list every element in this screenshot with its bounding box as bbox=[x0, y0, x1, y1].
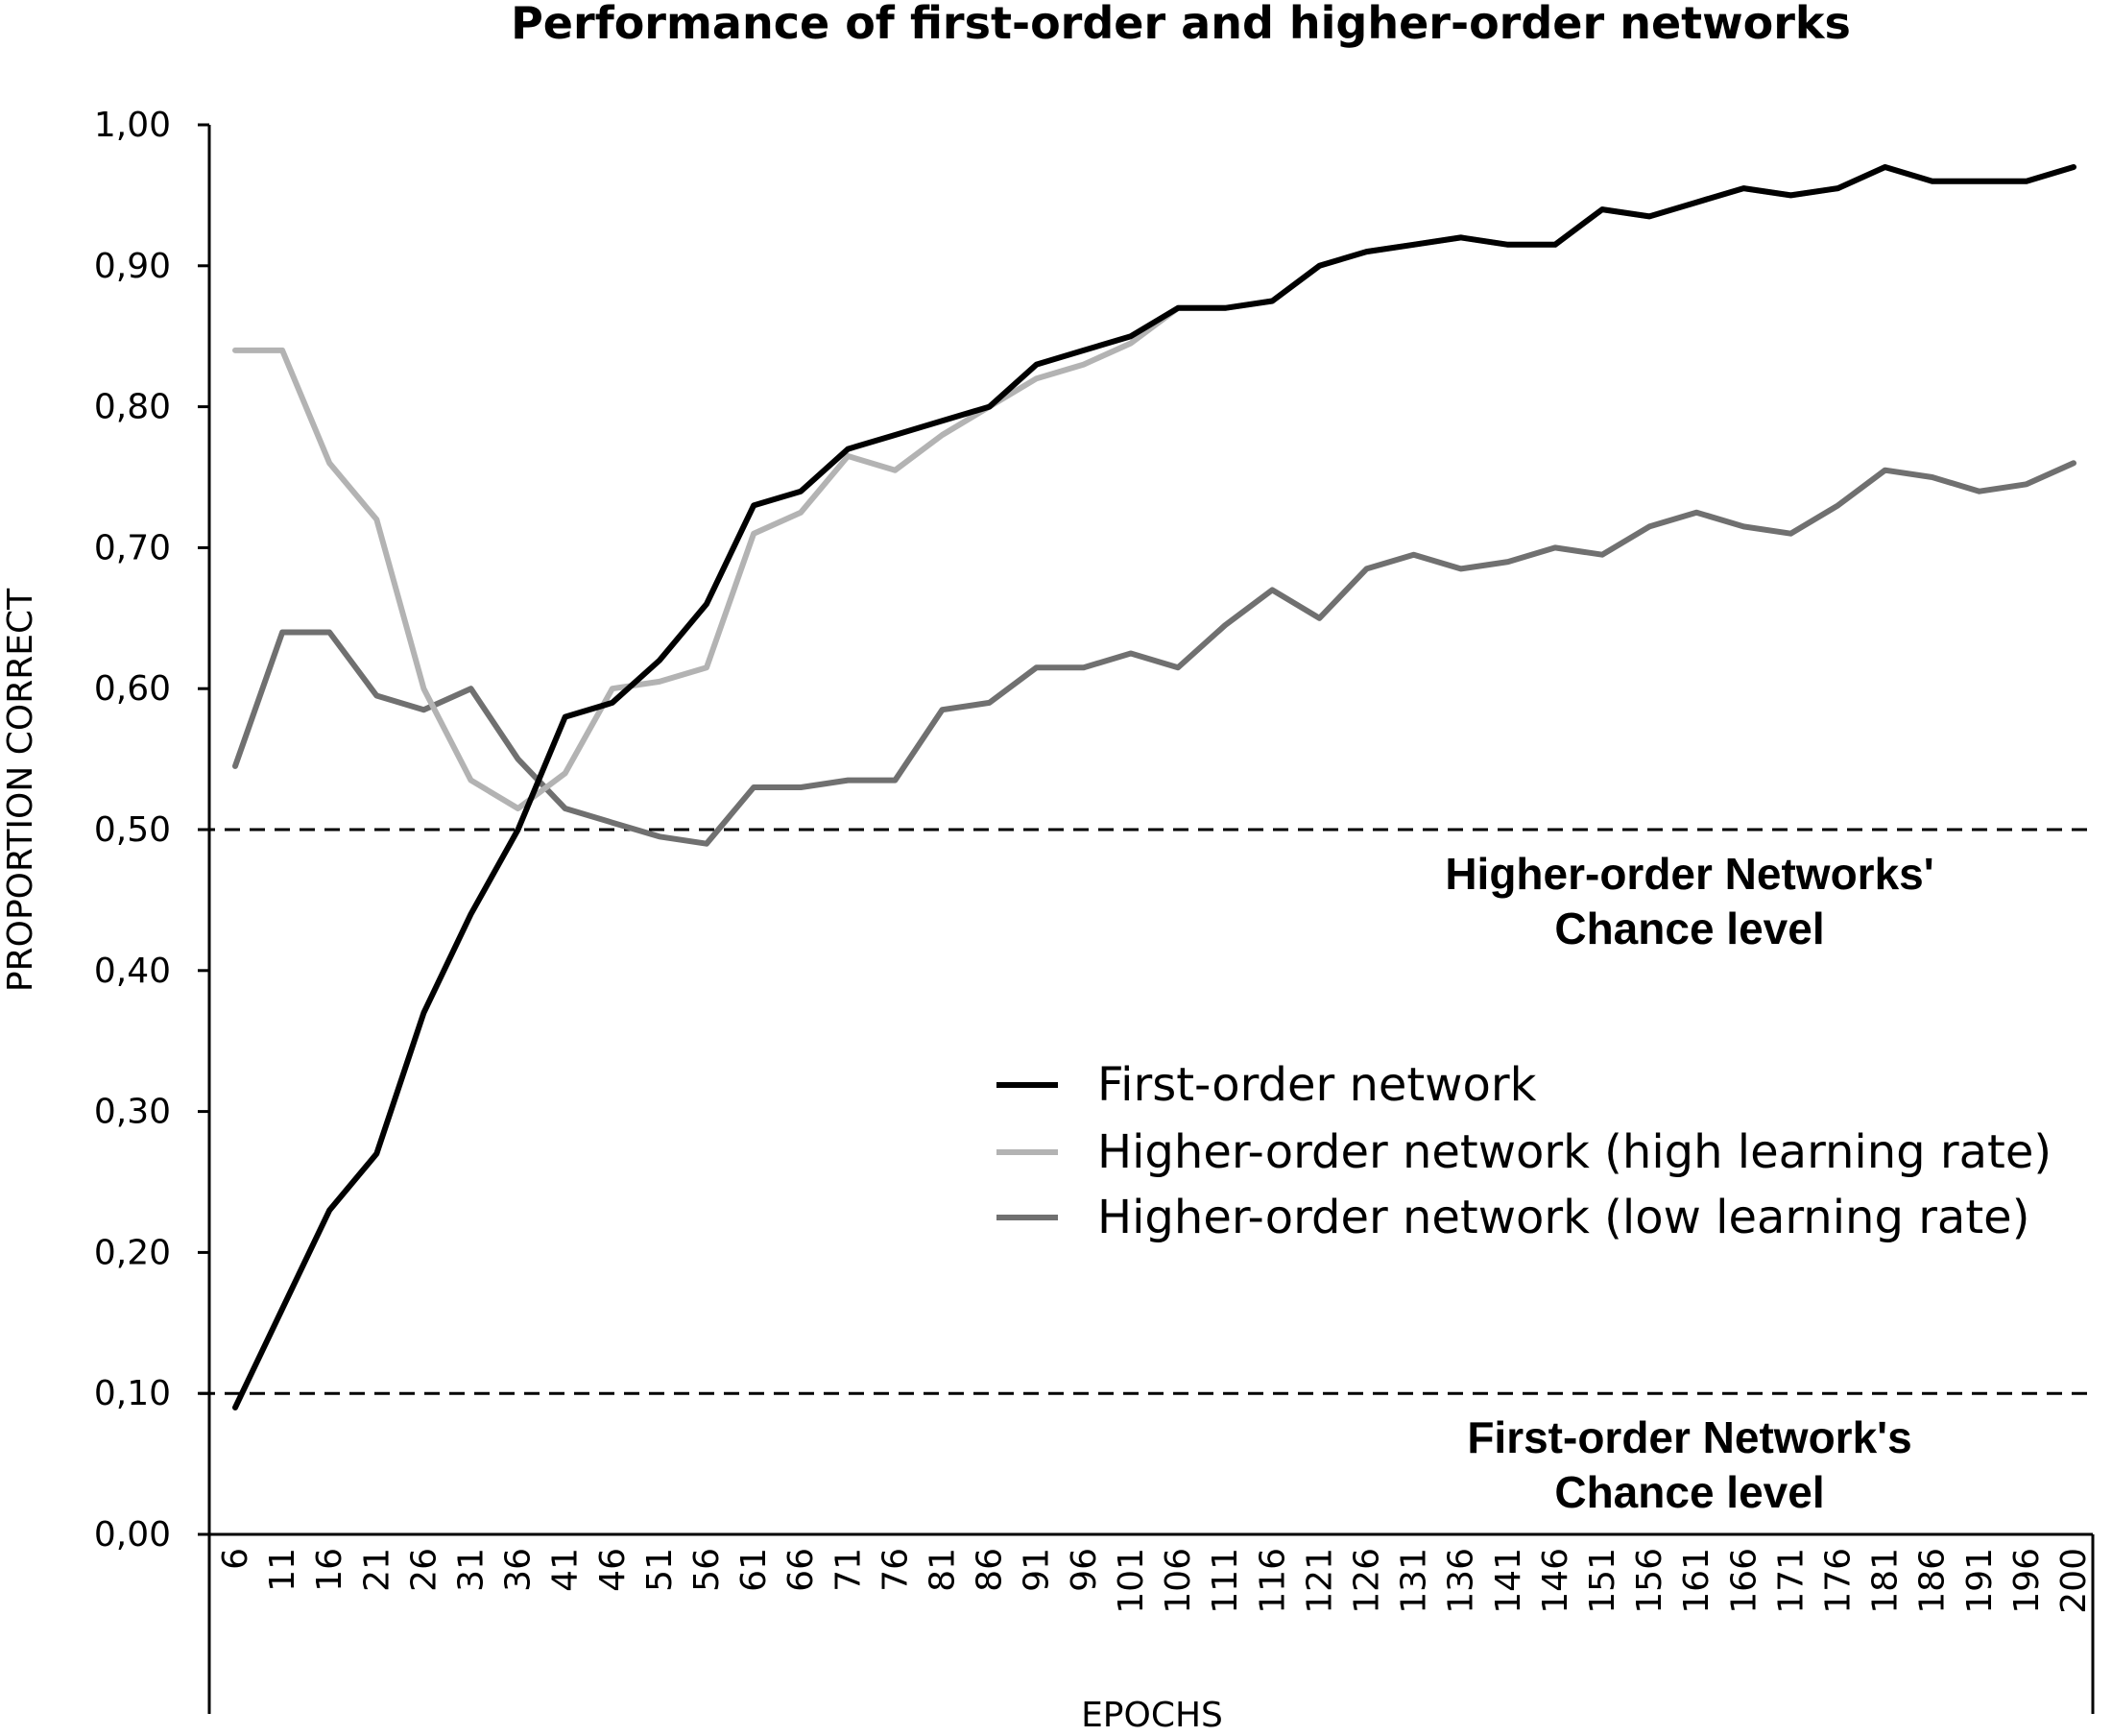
x-tick-label: 121 bbox=[1300, 1548, 1339, 1614]
x-tick-label: 31 bbox=[452, 1548, 492, 1592]
x-tick-label: 41 bbox=[546, 1548, 586, 1592]
legend-label: Higher-order network (high learning rate… bbox=[1097, 1125, 2052, 1179]
y-tick-label: 0,90 bbox=[94, 247, 171, 286]
x-tick-label: 11 bbox=[263, 1548, 302, 1592]
x-tick-label: 71 bbox=[828, 1548, 868, 1592]
x-axis: 6 11 16 21 26 31 36 41 46 51 56 61 66 71 76 81 86 91 96 101… bbox=[207, 1532, 2095, 1714]
x-tick-label: 151 bbox=[1583, 1548, 1622, 1614]
x-tick-label: 56 bbox=[687, 1548, 727, 1592]
x-tick-label: 186 bbox=[1913, 1548, 1953, 1614]
legend-label: Higher-order network (low learning rate) bbox=[1097, 1191, 2029, 1244]
x-tick-label: 101 bbox=[1112, 1548, 1151, 1614]
y-tick-label: 0,30 bbox=[94, 1093, 171, 1132]
chance-level-label: Higher-order Networks' bbox=[1445, 849, 1933, 899]
x-tick-label: 21 bbox=[357, 1548, 396, 1592]
chance-level-label: Chance level bbox=[1554, 904, 1824, 953]
x-tick-label: 126 bbox=[1347, 1548, 1386, 1614]
x-axis-label: EPOCHS bbox=[1081, 1696, 1223, 1735]
x-tick-label: 76 bbox=[876, 1548, 915, 1592]
x-tick-label: 36 bbox=[499, 1548, 539, 1592]
x-tick-label: 16 bbox=[310, 1548, 349, 1592]
y-tick-label: 0,80 bbox=[94, 388, 171, 427]
x-tick-label: 6 bbox=[216, 1548, 255, 1570]
legend-label: First-order network bbox=[1097, 1058, 1537, 1112]
x-tick-label: 116 bbox=[1253, 1548, 1292, 1614]
y-tick-label: 0,00 bbox=[94, 1515, 171, 1555]
y-tick-label: 0,50 bbox=[94, 810, 171, 850]
x-tick-label: 26 bbox=[404, 1548, 444, 1592]
x-tick-label: 181 bbox=[1866, 1548, 1906, 1614]
series-line-3 bbox=[232, 460, 2076, 847]
x-tick-label: 136 bbox=[1442, 1548, 1481, 1614]
x-tick-label: 86 bbox=[971, 1548, 1010, 1592]
chance-level-label: First-order Network's bbox=[1467, 1412, 1911, 1462]
y-axis-label: PROPORTION CORRECT bbox=[1, 588, 40, 992]
y-tick-label: 1,00 bbox=[94, 106, 171, 145]
y-axis: 0,00 0,10 0,20 0,30 0,40 0,50 0,60 0,70 0,80 0,90… bbox=[94, 106, 211, 1555]
x-tick-label: 91 bbox=[1018, 1548, 1057, 1592]
x-tick-label: 156 bbox=[1630, 1548, 1669, 1614]
y-tick-label: 0,70 bbox=[94, 528, 171, 567]
x-tick-label: 96 bbox=[1065, 1548, 1104, 1592]
y-tick-label: 0,10 bbox=[94, 1374, 171, 1413]
x-tick-label: 131 bbox=[1395, 1548, 1434, 1614]
series-line-2 bbox=[232, 164, 2076, 811]
x-tick-label: 106 bbox=[1159, 1548, 1198, 1614]
series-line-1 bbox=[232, 164, 2076, 1410]
x-tick-label: 66 bbox=[781, 1548, 821, 1592]
x-tick-label: 46 bbox=[593, 1548, 633, 1592]
x-tick-label: 146 bbox=[1536, 1548, 1575, 1614]
x-tick-label: 141 bbox=[1489, 1548, 1528, 1614]
x-tick-label: 166 bbox=[1724, 1548, 1764, 1614]
x-tick-label: 51 bbox=[640, 1548, 680, 1592]
x-tick-label: 196 bbox=[2007, 1548, 2047, 1614]
y-tick-label: 0,40 bbox=[94, 952, 171, 991]
x-tick-label: 111 bbox=[1206, 1548, 1245, 1614]
y-tick-label: 0,60 bbox=[94, 669, 171, 709]
chart-title: Performance of first-order and higher-or… bbox=[511, 0, 1851, 49]
x-tick-label: 161 bbox=[1677, 1548, 1716, 1614]
x-tick-label: 200 bbox=[2054, 1548, 2094, 1614]
reference-lines: Higher-order Networks'Chance levelFirst-… bbox=[200, 828, 2093, 1517]
x-tick-label: 191 bbox=[1960, 1548, 2000, 1614]
y-tick-label: 0,20 bbox=[94, 1233, 171, 1272]
chance-level-label: Chance level bbox=[1554, 1467, 1824, 1517]
plot-lines bbox=[232, 164, 2076, 1410]
x-tick-label: 176 bbox=[1818, 1548, 1858, 1614]
x-tick-label: 171 bbox=[1771, 1548, 1811, 1614]
x-tick-label: 61 bbox=[734, 1548, 774, 1592]
legend: First-order network Higher-order network … bbox=[996, 1058, 2052, 1244]
x-tick-label: 81 bbox=[924, 1548, 963, 1592]
